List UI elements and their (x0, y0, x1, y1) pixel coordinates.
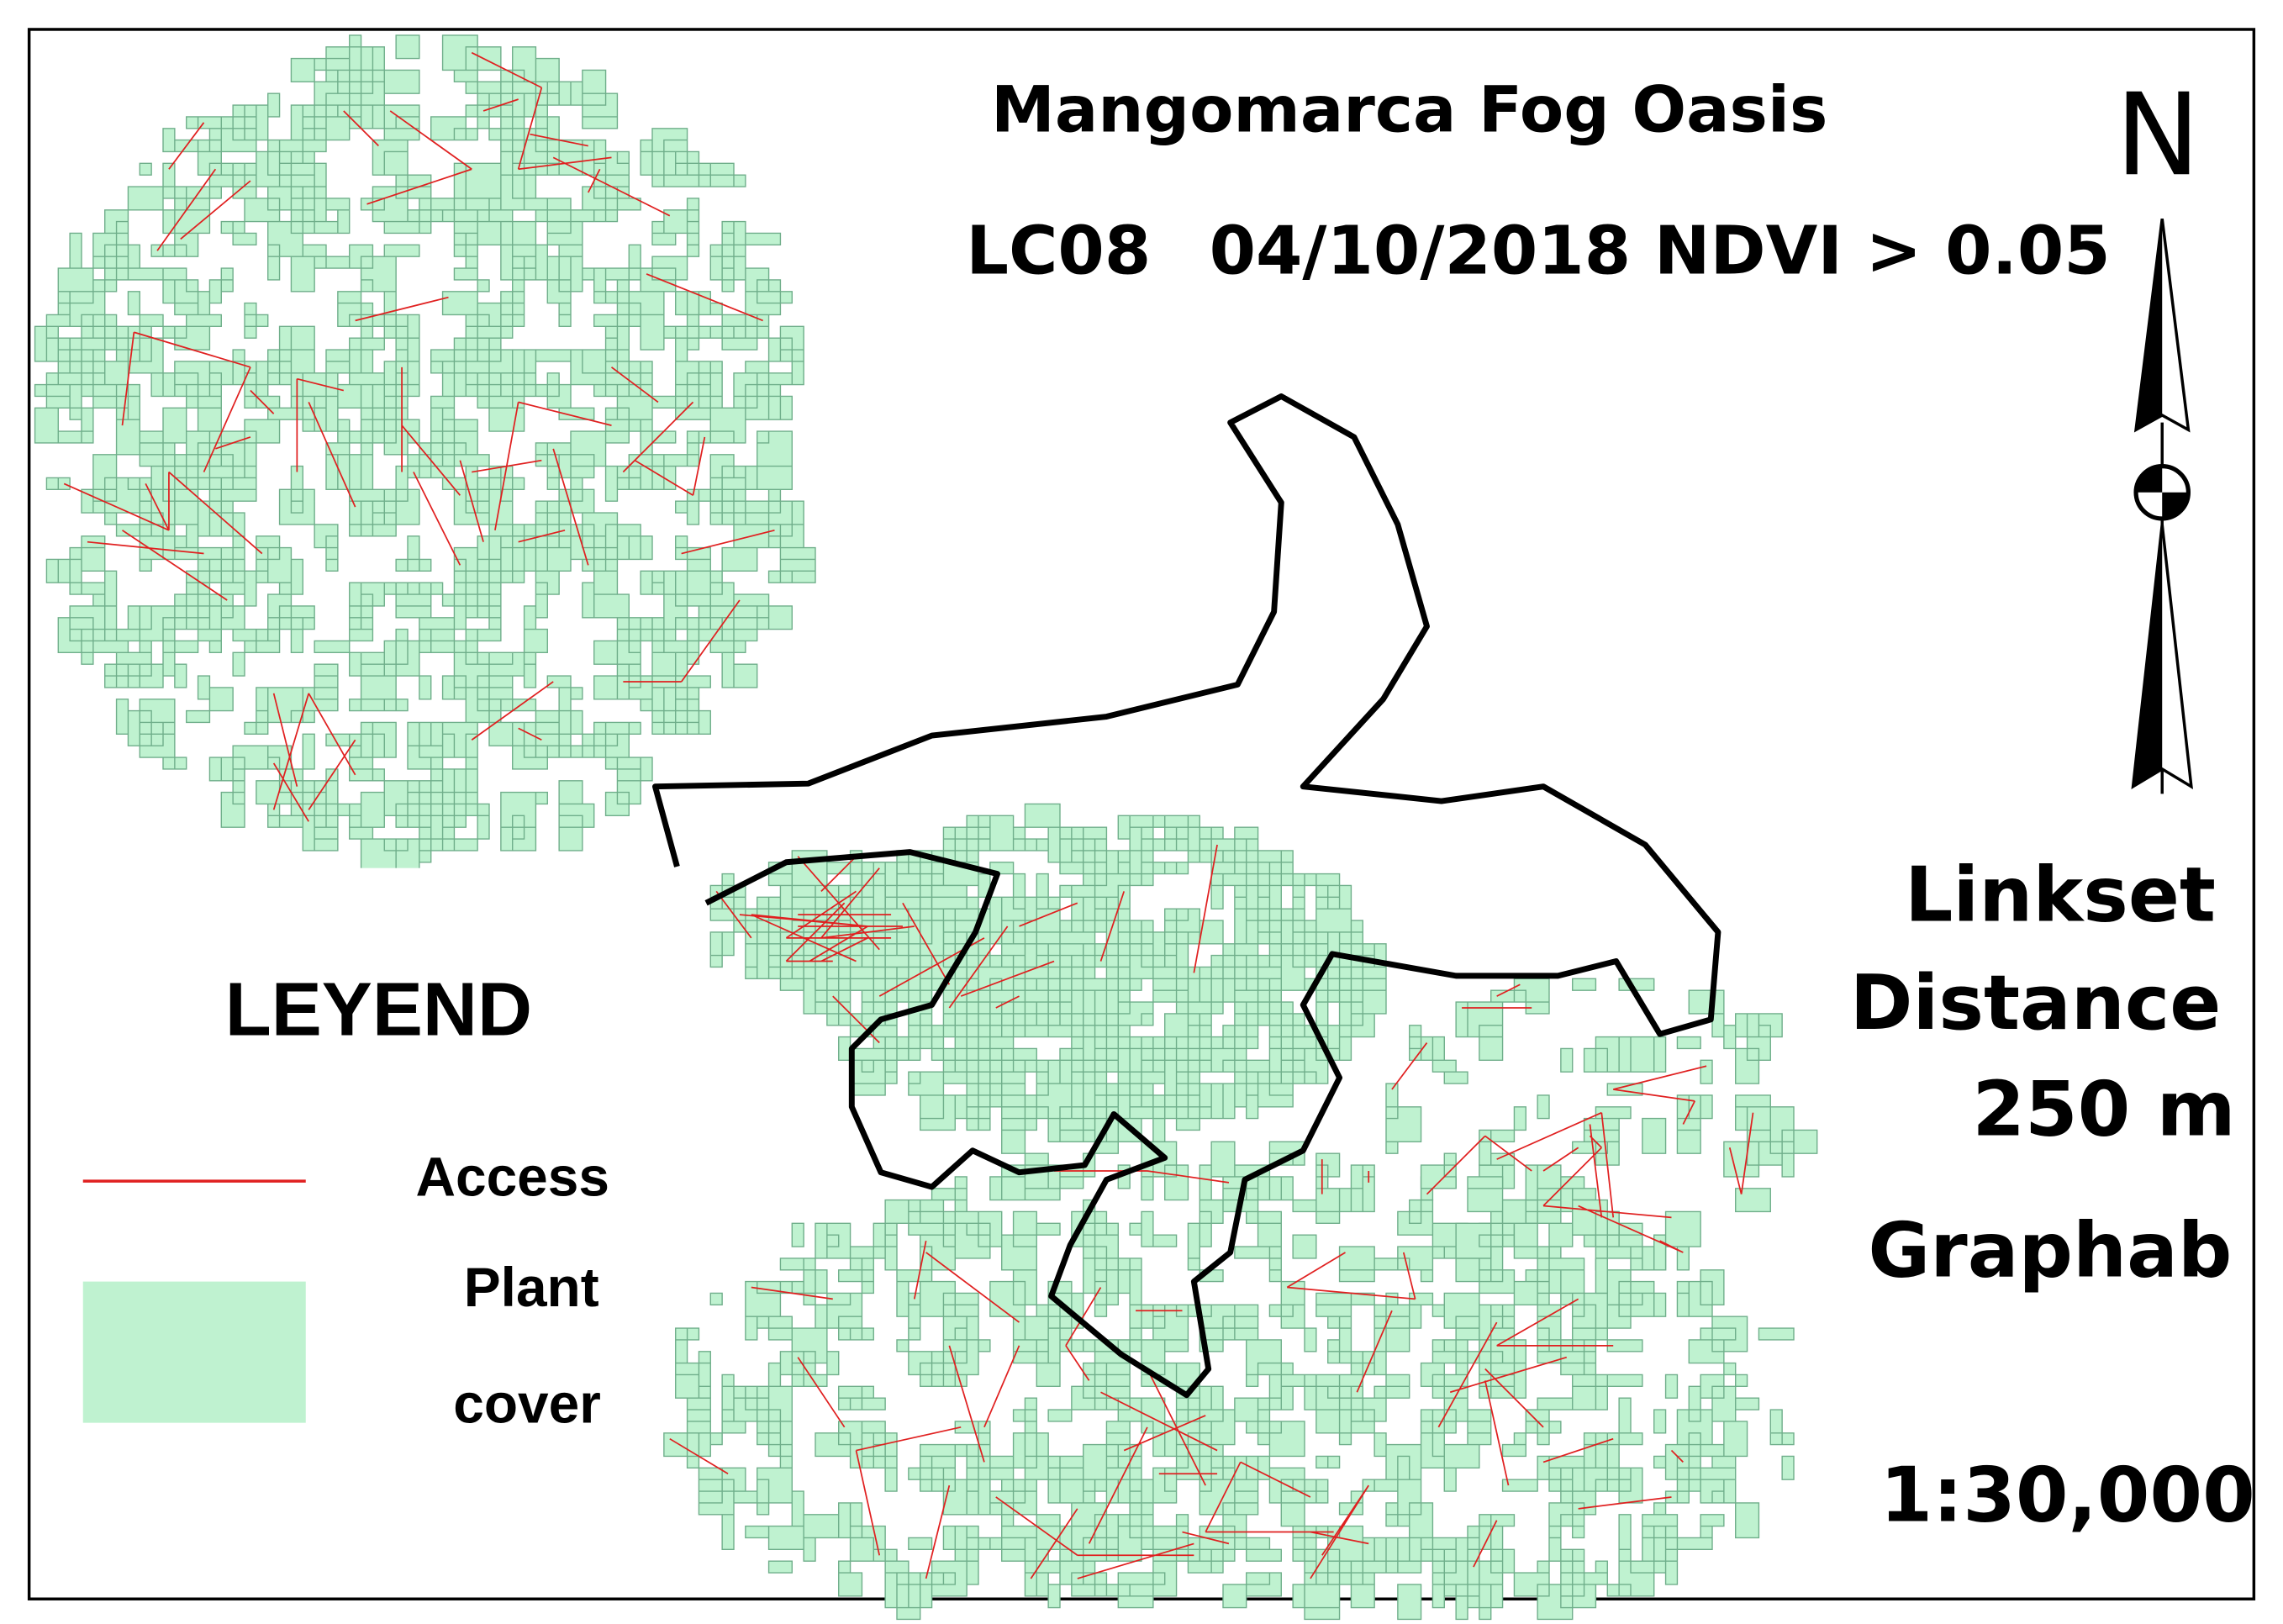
legend-label: Plant (464, 1256, 599, 1318)
legend-plant-swatch (82, 1281, 306, 1423)
legend-box (50, 867, 663, 1588)
info-text: 250 m (1972, 1065, 2235, 1153)
plant-patch (709, 850, 968, 991)
access-layer (63, 51, 1754, 1579)
north-label: N (2116, 69, 2201, 201)
date-ndvi: 04/10/2018 NDVI > 0.05 (1210, 211, 2111, 289)
access-links (715, 856, 915, 962)
access-links (1391, 983, 1754, 1253)
sensor: LC08 (966, 211, 1151, 289)
info-text: Graphab (1868, 1206, 2232, 1294)
access-links (832, 844, 1218, 1044)
map-title: Mangomarca Fog Oasis (991, 71, 1827, 146)
legend-label: cover (453, 1373, 601, 1435)
info-text: Distance (1850, 959, 2222, 1047)
map-scale: 1:30,000 (1880, 1451, 2255, 1539)
plant-patch (1385, 978, 1818, 1294)
north-arrow (2131, 218, 2193, 794)
plant-patch (34, 34, 816, 875)
access-links (63, 51, 775, 822)
legend-label: Access (415, 1145, 609, 1207)
oasis-boundary (652, 393, 1721, 1399)
access-links (669, 1159, 1684, 1579)
info-text: Linkset (1905, 852, 2216, 940)
legend-title: LEYEND (225, 967, 532, 1052)
